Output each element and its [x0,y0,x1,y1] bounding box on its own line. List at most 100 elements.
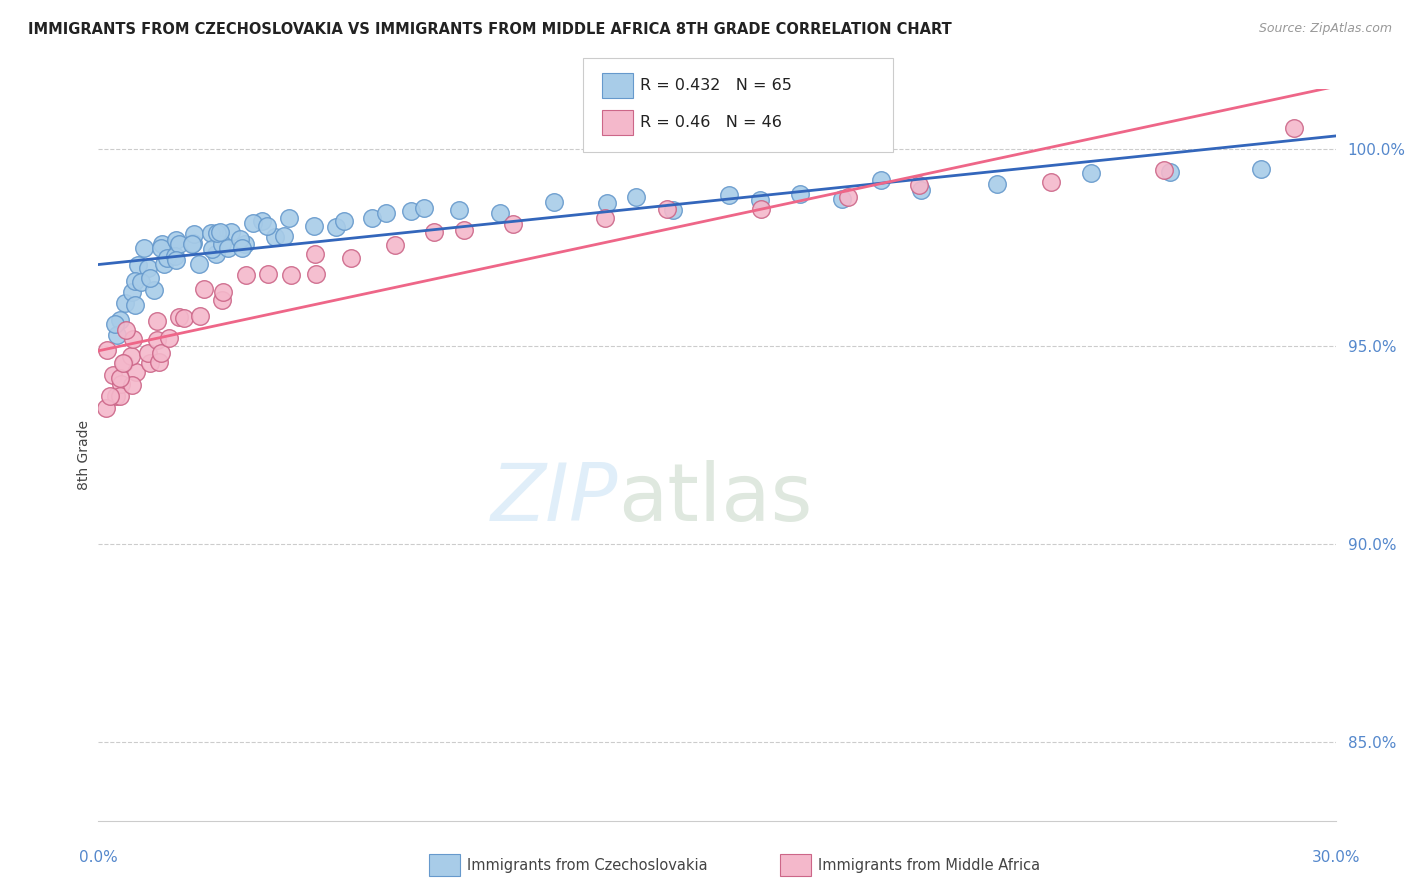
Text: IMMIGRANTS FROM CZECHOSLOVAKIA VS IMMIGRANTS FROM MIDDLE AFRICA 8TH GRADE CORREL: IMMIGRANTS FROM CZECHOSLOVAKIA VS IMMIGR… [28,22,952,37]
Point [488,206,510,220]
Point [233,236,256,251]
Point [181,236,204,251]
Point [188,310,211,324]
Point [211,237,233,252]
Point [375,206,398,220]
Point [447,202,470,217]
Point [188,257,211,271]
Point [98,389,121,403]
Text: R = 0.432   N = 65: R = 0.432 N = 65 [640,78,792,93]
Point [333,214,356,228]
Point [278,211,301,225]
Point [304,267,326,281]
Point [96,343,118,357]
Point [229,232,252,246]
Point [217,241,239,255]
Text: 30.0%: 30.0% [1312,850,1360,865]
Point [399,204,422,219]
Point [122,333,145,347]
Point [181,237,204,252]
Point [831,192,853,206]
Point [837,190,859,204]
Point [543,195,565,210]
Point [94,401,117,416]
Point [273,228,295,243]
Point [132,241,155,255]
Point [280,268,302,282]
Point [146,314,169,328]
Point [339,251,361,265]
Point [120,349,142,363]
Point [114,322,136,336]
Point [104,389,127,403]
Point [146,333,169,347]
Point [789,187,811,202]
Text: Immigrants from Czechoslovakia: Immigrants from Czechoslovakia [467,858,707,872]
Point [110,313,132,327]
Point [205,247,228,261]
Point [1159,164,1181,178]
Point [121,378,143,392]
Point [219,225,242,239]
Point [1282,121,1305,136]
Text: ZIP: ZIP [491,459,619,538]
Point [114,296,136,310]
Point [129,276,152,290]
Y-axis label: 8th Grade: 8th Grade [77,420,91,490]
Point [173,311,195,326]
Point [167,310,190,325]
Point [149,241,172,255]
Point [593,211,616,225]
Point [114,356,136,370]
Point [149,346,172,360]
Point [193,282,215,296]
Point [110,377,132,392]
Point [110,370,132,384]
Point [250,214,273,228]
Point [325,219,347,234]
Point [111,356,134,370]
Point [159,331,181,345]
Point [148,355,170,369]
Point [412,201,434,215]
Point [153,257,176,271]
Point [156,251,179,265]
Point [910,183,932,197]
Point [165,233,187,247]
Point [908,178,931,193]
Point [242,217,264,231]
Point [169,236,191,251]
Text: 0.0%: 0.0% [79,850,118,865]
Point [1039,175,1062,189]
Point [211,293,233,307]
Point [104,317,127,331]
Point [661,202,683,217]
Point [986,177,1008,191]
Point [200,226,222,240]
Point [502,217,524,231]
Point [121,285,143,299]
Point [124,274,146,288]
Point [235,268,257,282]
Point [453,223,475,237]
Point [138,270,160,285]
Point [108,389,131,403]
Point [256,268,278,282]
Point [304,247,326,261]
Point [749,202,772,217]
Point [136,345,159,359]
Point [626,190,648,204]
Point [209,225,232,239]
Point [596,195,619,210]
Point [256,219,278,233]
Point [264,230,287,244]
Point [384,238,406,252]
Point [655,202,678,216]
Point [125,366,148,380]
Point [302,219,325,233]
Point [717,188,740,202]
Point [165,253,187,268]
Text: Immigrants from Middle Africa: Immigrants from Middle Africa [818,858,1040,872]
Text: Source: ZipAtlas.com: Source: ZipAtlas.com [1258,22,1392,36]
Point [231,241,253,255]
